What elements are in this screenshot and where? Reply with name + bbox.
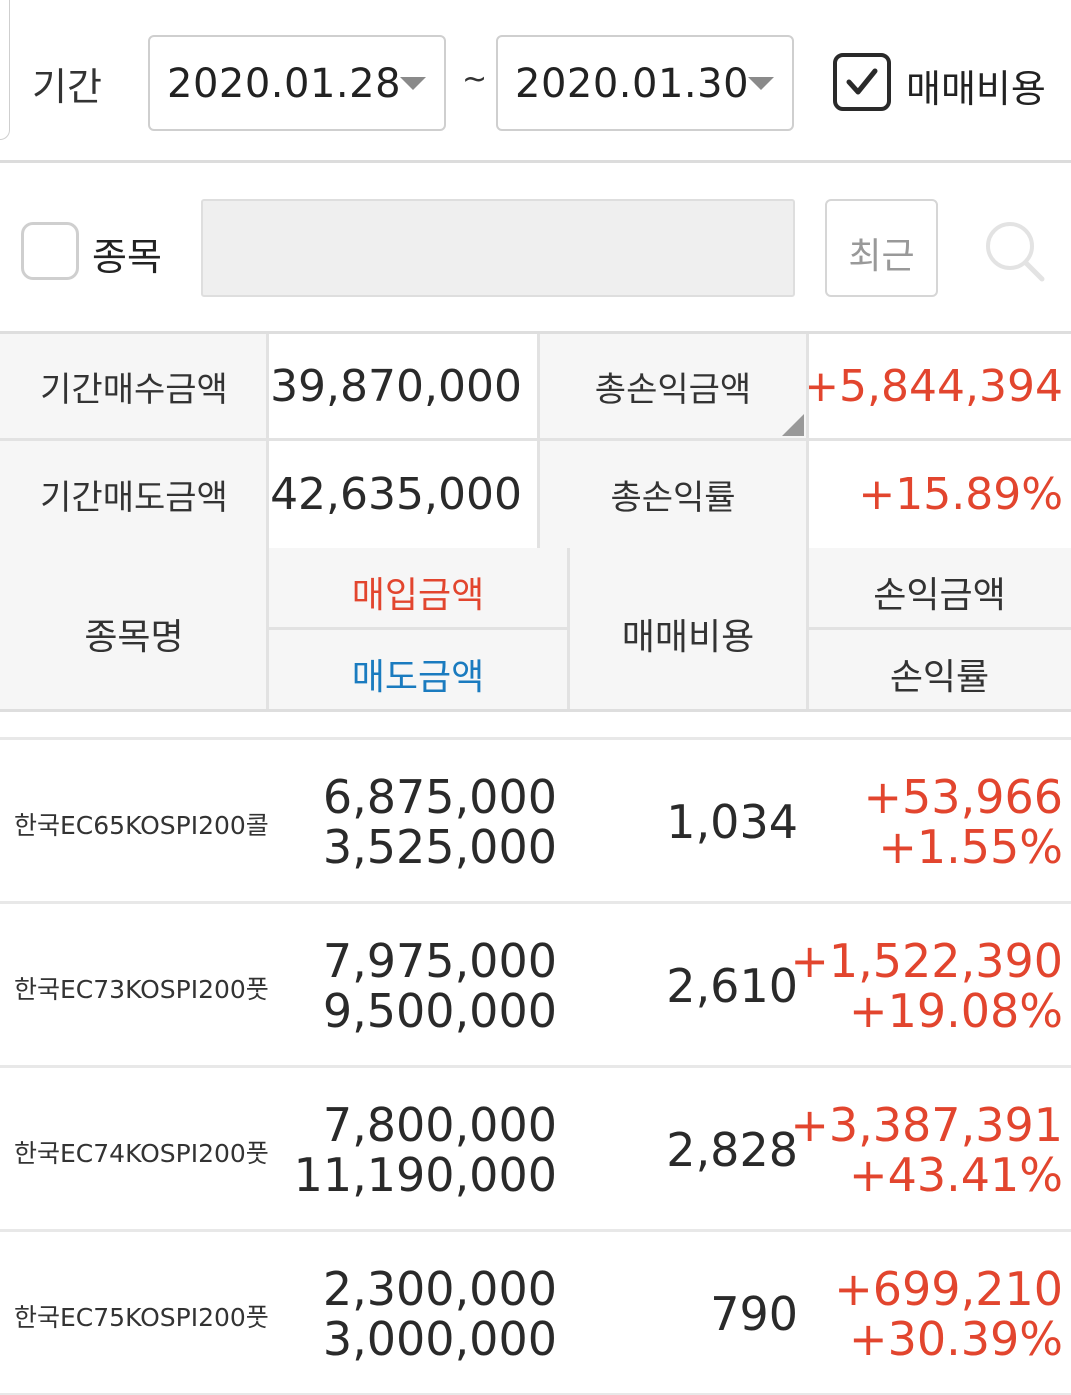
date-range-separator: ~ <box>462 62 488 97</box>
row-profit-rate: +43.41% <box>849 1148 1063 1202</box>
buy-total-value: 39,870,000 <box>268 334 538 438</box>
column-profit-rate: 손익률 <box>889 657 990 698</box>
check-icon <box>846 68 878 95</box>
profit-rate-label: 총손익률 <box>538 441 808 548</box>
row-profit-rate: +1.55% <box>878 820 1063 874</box>
divider <box>266 548 269 709</box>
row-profit-rate: +19.08% <box>849 984 1063 1038</box>
row-stock-name: 한국EC75KOSPI200풋 <box>14 1303 269 1332</box>
divider <box>537 334 540 548</box>
panel-edge <box>0 0 10 140</box>
column-sell-amount: 매도금액 <box>351 657 485 698</box>
row-profit: +53,966 <box>863 770 1064 824</box>
row-profit: +1,522,390 <box>790 934 1063 988</box>
table-row[interactable]: 한국EC65KOSPI200콜 6,875,000 3,525,000 1,03… <box>0 740 1071 904</box>
row-sell-amount: 9,500,000 <box>322 984 557 1038</box>
divider <box>268 627 567 630</box>
divider <box>0 438 1071 441</box>
divider <box>567 548 570 709</box>
divider <box>808 627 1071 630</box>
stock-filter-checkbox[interactable] <box>21 222 79 280</box>
row-sell-amount: 3,000,000 <box>322 1312 557 1366</box>
start-date-value: 2020.01.28 <box>167 61 402 107</box>
chevron-down-icon <box>400 77 426 90</box>
sell-total-value: 42,635,000 <box>268 441 538 548</box>
row-fee: 2,610 <box>666 959 798 1013</box>
row-profit: +3,387,391 <box>790 1098 1063 1152</box>
stock-search-input[interactable] <box>201 199 795 297</box>
table-row[interactable]: 한국EC74KOSPI200풋 7,800,000 11,190,000 2,8… <box>0 1068 1071 1232</box>
profit-total-label[interactable]: 총손익금액 <box>538 334 808 438</box>
column-fee: 매매비용 <box>621 617 755 658</box>
row-sell-amount: 3,525,000 <box>322 820 557 874</box>
row-buy-amount: 7,975,000 <box>322 934 557 988</box>
profit-rate-value: +15.89% <box>808 441 1071 548</box>
row-fee: 2,828 <box>666 1123 798 1177</box>
row-buy-amount: 7,800,000 <box>322 1098 557 1152</box>
row-stock-name: 한국EC65KOSPI200콜 <box>14 811 269 840</box>
buy-total-label: 기간매수금액 <box>0 334 268 438</box>
table-row[interactable]: 한국EC75KOSPI200풋 2,300,000 3,000,000 790 … <box>0 1232 1071 1395</box>
row-stock-name: 한국EC74KOSPI200풋 <box>14 1139 269 1168</box>
divider <box>266 334 269 548</box>
row-fee: 1,034 <box>666 795 798 849</box>
table-column-header: 종목명 매입금액 매도금액 매매비용 손익금액 손익률 <box>0 548 1071 712</box>
sell-total-label: 기간매도금액 <box>0 441 268 548</box>
summary-table: 기간매수금액 39,870,000 총손익금액 +5,844,394 기간매도금… <box>0 331 1071 548</box>
period-filter-row: 기간 2020.01.28 ~ 2020.01.30 매매비용 <box>0 0 1071 163</box>
divider <box>806 548 809 709</box>
profit-total-value: +5,844,394 <box>802 334 1071 438</box>
row-stock-name: 한국EC73KOSPI200풋 <box>14 975 269 1004</box>
column-profit: 손익금액 <box>873 575 1006 616</box>
row-profit: +699,210 <box>834 1262 1063 1316</box>
table-row[interactable]: 한국EC73KOSPI200풋 7,975,000 9,500,000 2,61… <box>0 904 1071 1068</box>
column-stock-name: 종목명 <box>84 617 184 658</box>
column-buy-amount: 매입금액 <box>351 575 485 616</box>
row-buy-amount: 6,875,000 <box>322 770 557 824</box>
corner-triangle-icon <box>782 414 804 436</box>
divider <box>806 334 809 548</box>
fee-checkbox[interactable] <box>833 53 891 111</box>
period-label: 기간 <box>32 65 102 109</box>
fee-checkbox-label[interactable]: 매매비용 <box>906 67 1046 111</box>
end-date-select[interactable]: 2020.01.30 <box>496 35 794 131</box>
row-sell-amount: 11,190,000 <box>293 1148 557 1202</box>
row-fee: 790 <box>710 1287 798 1341</box>
divider <box>0 737 1071 740</box>
chevron-down-icon <box>748 77 774 90</box>
start-date-select[interactable]: 2020.01.28 <box>148 35 446 131</box>
row-profit-rate: +30.39% <box>849 1312 1063 1366</box>
recent-button-label: 최근 <box>848 236 915 277</box>
stock-filter-label[interactable]: 종목 <box>92 235 162 279</box>
search-icon[interactable] <box>982 219 1046 283</box>
row-buy-amount: 2,300,000 <box>322 1262 557 1316</box>
recent-button[interactable]: 최근 <box>825 199 938 297</box>
end-date-value: 2020.01.30 <box>515 61 750 107</box>
